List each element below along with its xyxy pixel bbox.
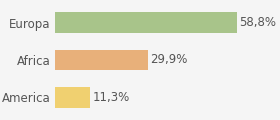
Text: 11,3%: 11,3%	[92, 91, 130, 104]
Bar	[55, 50, 148, 70]
Bar	[55, 12, 237, 33]
Text: 29,9%: 29,9%	[150, 54, 187, 66]
Text: 58,8%: 58,8%	[239, 16, 277, 29]
Bar	[55, 87, 90, 108]
